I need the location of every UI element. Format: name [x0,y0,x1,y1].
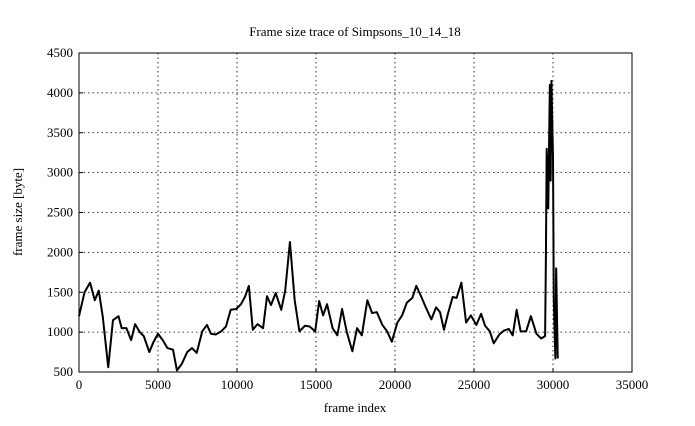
y-tick-label: 2500 [47,205,73,220]
x-axis-label: frame index [324,400,387,415]
y-tick-label: 2000 [47,244,73,259]
y-tick-label: 500 [54,364,74,379]
data-line [78,79,559,372]
x-tick-label: 20000 [379,377,412,392]
x-tick-label: 35000 [616,377,649,392]
x-tick-label: 0 [76,377,83,392]
x-tick-label: 25000 [458,377,491,392]
x-tick-label: 5000 [145,377,171,392]
y-tick-label: 4500 [47,45,73,60]
x-tick-label: 15000 [300,377,333,392]
y-tick-label: 1500 [47,284,73,299]
y-tick-label: 1000 [47,324,73,339]
x-tick-label: 10000 [221,377,254,392]
y-tick-label: 3000 [47,165,73,180]
x-tick-label: 30000 [537,377,570,392]
chart-title: Frame size trace of Simpsons_10_14_18 [249,24,461,39]
y-axis-label: frame size [byte] [10,168,25,256]
y-tick-label: 4000 [47,85,73,100]
y-tick-label: 3500 [47,125,73,140]
